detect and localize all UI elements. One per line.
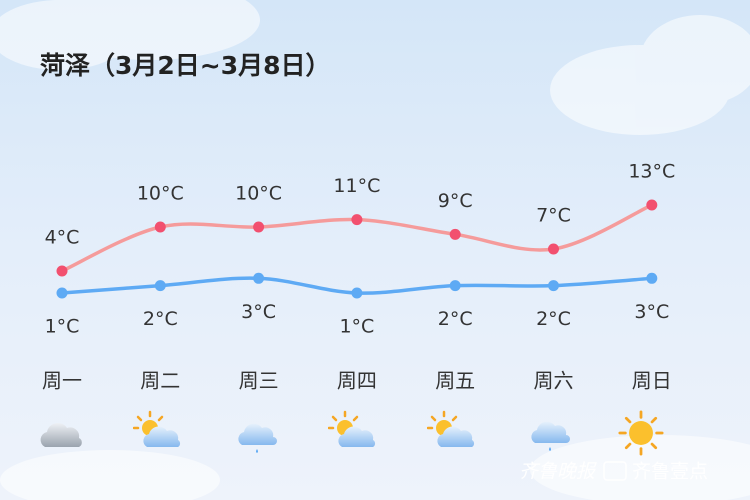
temp-label: 9°C (438, 190, 473, 212)
temp-dot (548, 243, 559, 255)
temp-label: 10°C (235, 183, 282, 205)
temp-dot (154, 221, 166, 233)
watermark-logo (603, 461, 627, 481)
x-tick-label: 周四 (337, 369, 377, 393)
watermark: 齐鲁壹点 (632, 461, 708, 483)
x-tick-label: 周二 (140, 369, 180, 393)
temp-dot (56, 265, 68, 277)
temp-label: 3°C (241, 301, 276, 323)
chart-title: 菏泽（3月2日~3月8日） (40, 51, 331, 80)
temp-dot (351, 287, 363, 299)
x-tick-label: 周五 (435, 369, 475, 393)
temp-dot (56, 287, 68, 299)
temp-label: 7°C (536, 204, 571, 226)
temp-dot (548, 280, 559, 292)
temp-dot (646, 199, 658, 211)
x-tick-label: 周三 (239, 369, 279, 393)
temp-label: 2°C (536, 308, 571, 330)
watermark: 齐鲁晚报 (519, 461, 597, 483)
temp-dot (154, 280, 166, 292)
temp-dot (449, 228, 461, 240)
temp-label: 2°C (438, 308, 473, 330)
temp-dot (253, 272, 265, 284)
temp-dot (351, 214, 363, 226)
x-tick-label: 周日 (632, 369, 672, 393)
temp-label: 1°C (339, 315, 374, 337)
temp-dot (253, 221, 265, 233)
temp-label: 11°C (333, 175, 380, 197)
temp-label: 2°C (143, 308, 178, 330)
temp-label: 3°C (634, 301, 669, 323)
x-tick-label: 周一 (42, 369, 82, 393)
temp-dot (449, 280, 461, 292)
temp-label: 13°C (628, 161, 675, 183)
temp-label: 1°C (45, 315, 80, 337)
temp-label: 10°C (137, 183, 184, 205)
temp-dot (646, 272, 658, 284)
x-tick-label: 周六 (534, 369, 574, 393)
temp-label: 4°C (45, 226, 80, 248)
